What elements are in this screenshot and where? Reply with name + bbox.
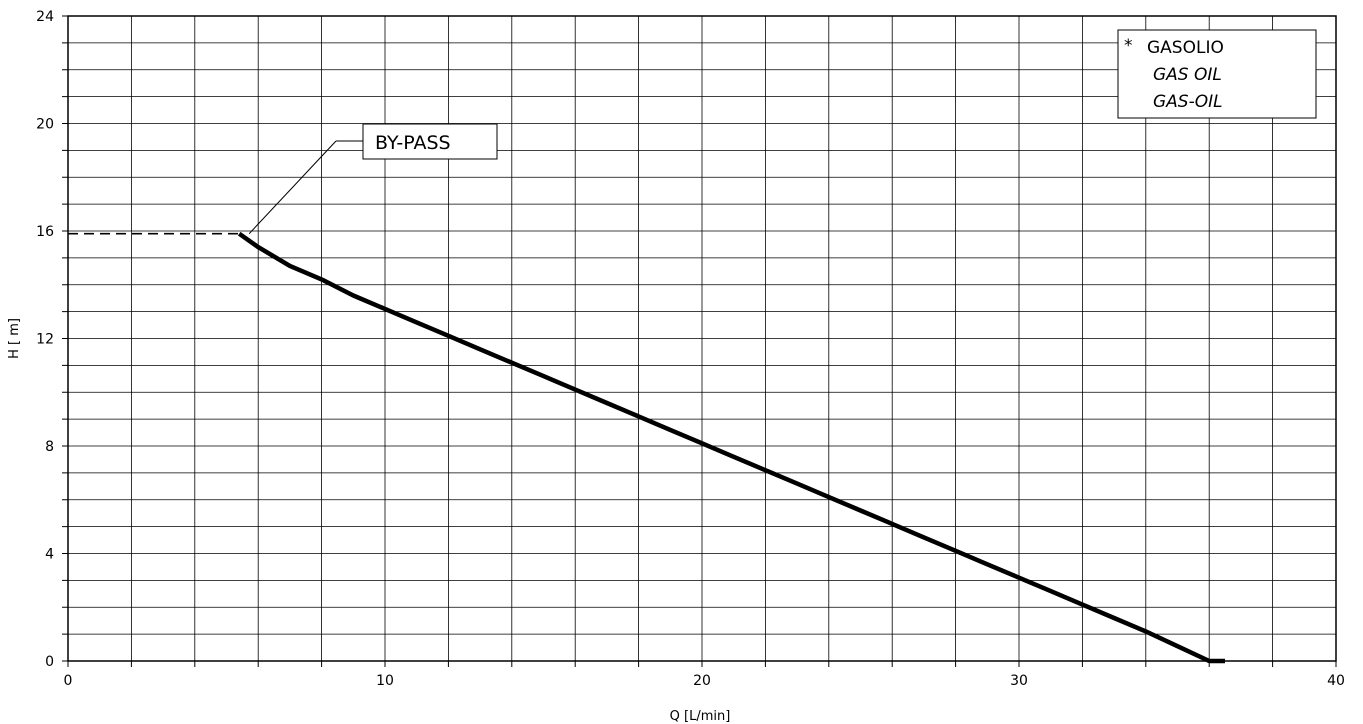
y-axis-label: H [ m] bbox=[7, 318, 22, 359]
series-layer bbox=[68, 231, 1225, 664]
legend-entry-gas-oil-hyphen: GAS-OIL bbox=[1153, 92, 1223, 112]
x-tick-label: 0 bbox=[64, 673, 73, 689]
x-tick-label: 40 bbox=[1327, 673, 1345, 689]
x-tick-label: 30 bbox=[1010, 673, 1028, 689]
y-tick-label: 4 bbox=[45, 547, 54, 563]
performance-curve bbox=[237, 231, 1225, 664]
bypass-label: BY-PASS bbox=[375, 132, 451, 154]
y-tick-label: 16 bbox=[36, 224, 54, 240]
bypass-leader-line bbox=[248, 140, 337, 235]
x-tick-label: 20 bbox=[693, 673, 711, 689]
legend: * GASOLIO GAS OIL GAS-OIL bbox=[1117, 29, 1317, 119]
x-axis: 0 10 20 30 40 bbox=[64, 661, 1345, 689]
x-axis-label: Q [L/min] bbox=[670, 709, 731, 724]
y-tick-label: 0 bbox=[45, 654, 54, 670]
bypass-label-box bbox=[362, 123, 498, 160]
legend-marker: * bbox=[1124, 36, 1133, 56]
y-tick-label: 24 bbox=[36, 9, 54, 25]
y-tick-label: 8 bbox=[45, 439, 54, 455]
x-tick-label: 10 bbox=[376, 673, 394, 689]
bypass-annotation: BY-PASS bbox=[248, 123, 498, 235]
y-tick-label: 12 bbox=[36, 332, 54, 348]
legend-entry-gas-oil: GAS OIL bbox=[1153, 65, 1222, 85]
legend-entry-gasolio: GASOLIO bbox=[1147, 38, 1224, 58]
y-tick-label: 20 bbox=[36, 117, 54, 133]
legend-box bbox=[1117, 29, 1317, 119]
y-axis: 0 4 8 12 16 20 24 bbox=[36, 9, 68, 670]
